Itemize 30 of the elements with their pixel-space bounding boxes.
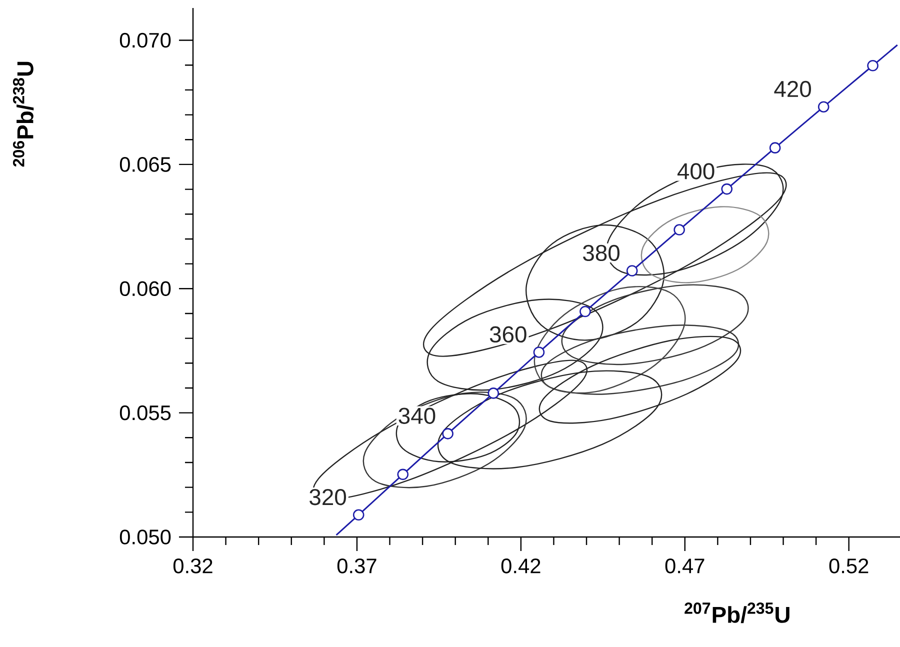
annotation: 420	[774, 80, 812, 98]
point	[721, 183, 733, 195]
point	[867, 60, 878, 72]
annotation: 340	[398, 408, 436, 424]
annotation: 400	[677, 163, 714, 180]
point	[674, 224, 685, 236]
y-tick-label: 0.060	[120, 281, 171, 296]
point	[769, 142, 781, 154]
x-tick-label: 0.52	[829, 558, 868, 574]
point	[533, 346, 545, 358]
y-tick-label: 0.055	[120, 405, 171, 420]
y-axis-title: $^{206}$Pb/$^{238}$U	[12, 62, 34, 167]
point	[626, 265, 638, 276]
y-tick-label: 0.050	[120, 530, 171, 544]
annotation: 360	[490, 326, 526, 343]
point	[488, 388, 500, 399]
point	[818, 101, 830, 112]
point	[442, 428, 454, 440]
x-tick-label: 0.37	[337, 558, 376, 574]
y-tick-label: 0.065	[120, 157, 171, 172]
annotation: 380	[583, 244, 620, 262]
x-axis-title: $^{207}$Pb/$^{235}$U	[684, 602, 790, 624]
x-tick-label: 0.42	[501, 558, 540, 574]
point	[397, 468, 409, 480]
x-tick-label: 0.32	[173, 558, 212, 574]
point	[580, 306, 591, 318]
x-tick-label: 0.47	[665, 558, 704, 574]
point	[352, 509, 364, 521]
annotation: 320	[310, 488, 346, 506]
y-tick-label: 0.070	[120, 32, 171, 48]
